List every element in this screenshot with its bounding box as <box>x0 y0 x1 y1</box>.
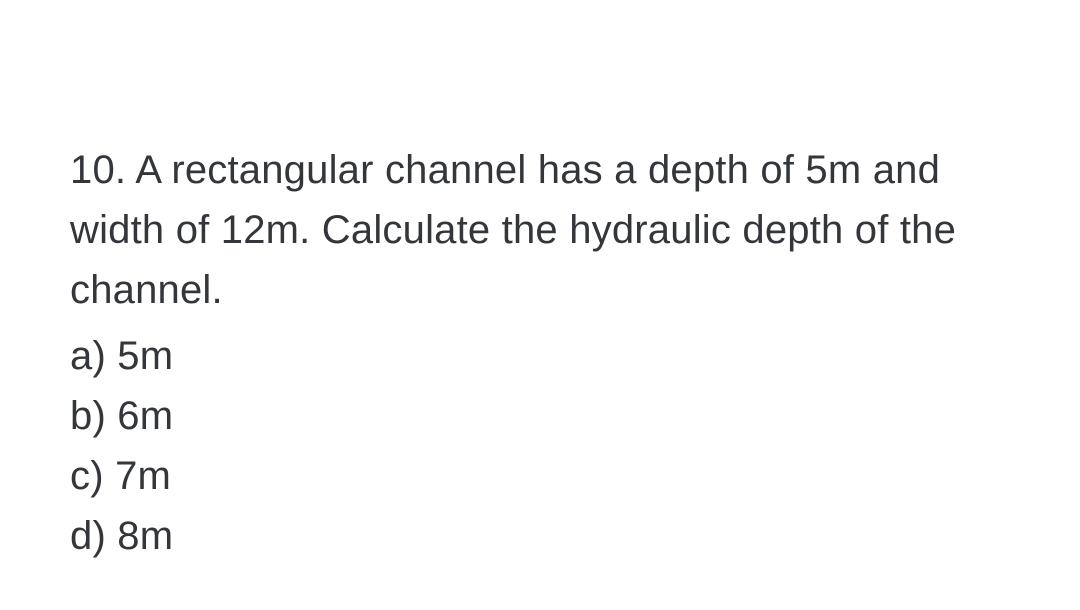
option-label: b) <box>70 394 106 438</box>
option-value: 8m <box>117 514 173 558</box>
question-text: 10. A rectangular channel has a depth of… <box>70 140 1010 320</box>
option-label: a) <box>70 334 106 378</box>
question-body: A rectangular channel has a depth of 5m … <box>70 148 956 312</box>
option-value: 5m <box>117 334 173 378</box>
option-b: b) 6m <box>70 386 1010 446</box>
option-label: d) <box>70 514 106 558</box>
option-d: d) 8m <box>70 506 1010 566</box>
option-c: c) 7m <box>70 446 1010 506</box>
options-list: a) 5m b) 6m c) 7m d) 8m <box>70 326 1010 566</box>
option-label: c) <box>70 454 104 498</box>
option-value: 7m <box>115 454 171 498</box>
question-number: 10. <box>70 148 126 192</box>
question-block: 10. A rectangular channel has a depth of… <box>0 0 1080 610</box>
option-a: a) 5m <box>70 326 1010 386</box>
option-value: 6m <box>117 394 173 438</box>
